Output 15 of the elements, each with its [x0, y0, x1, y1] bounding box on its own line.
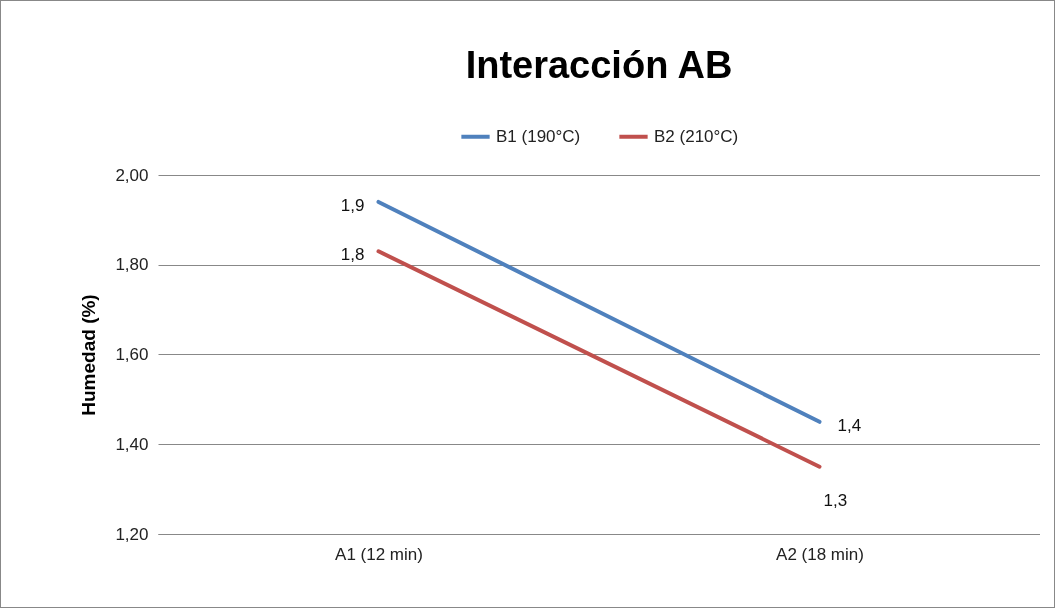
x-tick-label: A2 (18 min): [776, 544, 864, 564]
data-label: 1,8: [340, 245, 365, 265]
y-tick-label: 2,00: [115, 165, 149, 185]
x-tick-label: A1 (12 min): [335, 544, 423, 564]
data-label: 1,4: [837, 415, 862, 435]
y-tick-label: 1,60: [115, 345, 149, 364]
chart-title: Interacción AB: [465, 44, 733, 86]
data-label: 1,3: [823, 490, 848, 510]
y-tick-label: 1,80: [115, 255, 149, 275]
y-axis-title: Humedad (%): [78, 294, 100, 416]
legend-label: B2 (210°C): [654, 126, 739, 146]
data-label: 1,9: [340, 195, 365, 215]
y-tick-label: 1,20: [115, 524, 149, 544]
legend-label: B1 (190°C): [496, 126, 581, 146]
y-tick-label: 1,40: [115, 434, 149, 454]
